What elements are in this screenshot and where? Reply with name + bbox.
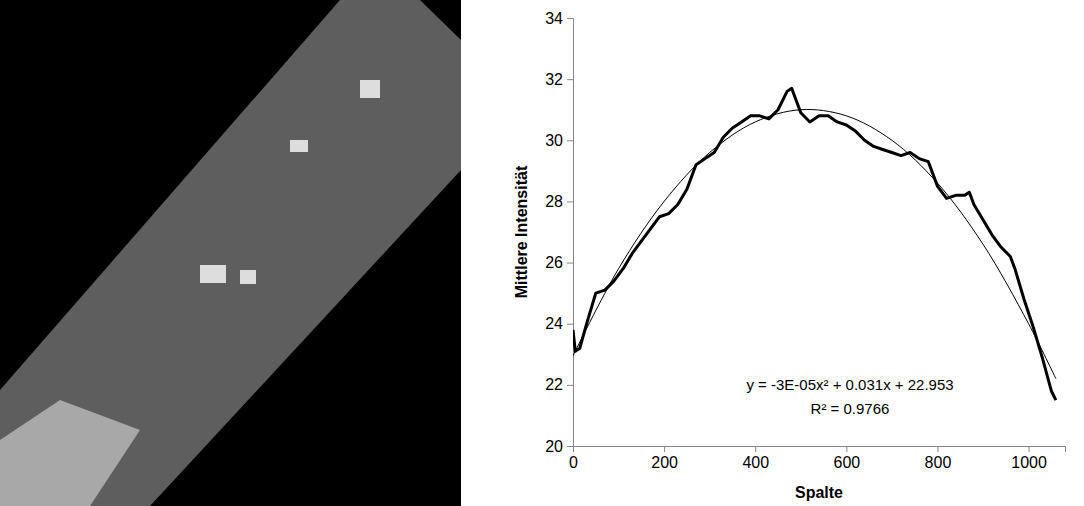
x-tick-label: 0 <box>569 454 578 471</box>
y-tick-label: 32 <box>545 71 563 88</box>
y-tick-mark <box>567 140 573 141</box>
x-tick: 0 <box>569 446 578 471</box>
y-tick: 28 <box>545 193 573 210</box>
image-strip <box>0 0 461 506</box>
y-tick-label: 26 <box>545 254 563 271</box>
annotation: R² = 0.9766 <box>811 400 890 417</box>
x-tick-mark <box>664 446 665 452</box>
y-tick: 34 <box>545 10 573 27</box>
x-tick: 800 <box>925 446 952 471</box>
image-panel <box>0 0 461 506</box>
x-axis-line <box>574 447 1066 453</box>
y-tick-label: 24 <box>545 315 563 332</box>
y-tick-mark <box>567 79 573 80</box>
image-bright-spot <box>200 265 226 283</box>
x-tick-label: 600 <box>833 454 860 471</box>
y-tick-mark <box>567 201 573 202</box>
image-bright-spot <box>360 80 380 98</box>
y-tick: 30 <box>545 132 573 149</box>
annotation: y = -3E-05x² + 0.031x + 22.953 <box>746 376 953 393</box>
y-tick: 24 <box>545 315 573 332</box>
x-tick-mark <box>755 446 756 452</box>
image-patch <box>0 400 140 506</box>
y-tick-label: 34 <box>545 10 563 27</box>
y-tick-mark <box>567 263 573 264</box>
x-tick: 1000 <box>1011 446 1047 471</box>
x-tick-label: 800 <box>925 454 952 471</box>
y-axis: 20 22 24 26 28 30 32 34 <box>545 10 573 455</box>
image-bright-spot <box>240 270 256 284</box>
plot-area <box>573 88 1056 400</box>
y-tick: 22 <box>545 376 573 393</box>
x-tick-label: 1000 <box>1011 454 1047 471</box>
data-line <box>573 88 1056 400</box>
image-background <box>0 0 461 506</box>
y-tick-mark <box>567 446 573 447</box>
y-tick-mark <box>567 324 573 325</box>
image-bright-spot <box>290 140 308 152</box>
y-tick-mark <box>567 18 573 19</box>
y-axis-title: Mittlere Intensität <box>513 165 530 298</box>
x-tick-label: 400 <box>742 454 769 471</box>
y-tick: 32 <box>545 71 573 88</box>
x-tick-mark <box>846 446 847 452</box>
x-tick-mark <box>937 446 938 452</box>
y-tick: 26 <box>545 254 573 271</box>
x-axis: 0 200 400 600 800 1000 <box>569 446 1065 471</box>
y-tick-label: 20 <box>545 438 563 455</box>
trend-line <box>573 109 1056 378</box>
x-tick: 600 <box>833 446 860 471</box>
x-tick: 200 <box>651 446 678 471</box>
figure: 0 200 400 600 800 1000 20 22 24 26 28 30 32 34 Spalte M… <box>0 0 1084 506</box>
y-tick: 20 <box>545 438 573 455</box>
x-tick-mark <box>1029 446 1030 452</box>
x-tick-label: 200 <box>651 454 678 471</box>
y-axis-line <box>567 19 574 447</box>
y-tick-label: 28 <box>545 193 563 210</box>
x-axis-title: Spalte <box>795 484 843 501</box>
y-tick-mark <box>567 385 573 386</box>
x-tick: 400 <box>742 446 769 471</box>
y-tick-label: 22 <box>545 376 563 393</box>
y-tick-label: 30 <box>545 132 563 149</box>
